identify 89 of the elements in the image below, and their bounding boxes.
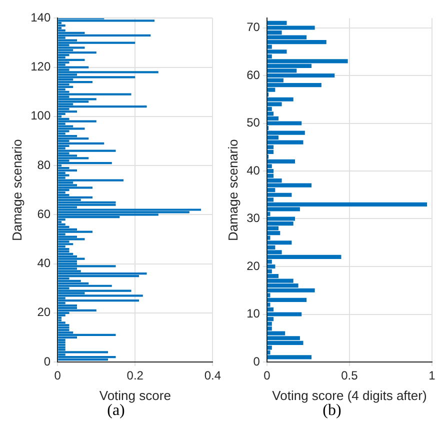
bar xyxy=(58,344,66,346)
bar xyxy=(58,334,116,336)
y-axis-title: Damage scenario xyxy=(225,139,240,242)
bar xyxy=(58,162,112,164)
bar xyxy=(58,71,158,74)
x-tick-label: 0 xyxy=(54,368,62,383)
text: (a) xyxy=(107,402,125,420)
bar xyxy=(58,58,85,62)
bar xyxy=(58,258,85,260)
bar xyxy=(58,284,112,287)
bar xyxy=(58,208,202,211)
bar xyxy=(58,120,96,122)
bar xyxy=(58,80,93,84)
bar xyxy=(58,106,147,108)
bar xyxy=(58,24,66,27)
bar xyxy=(58,265,116,268)
bar xyxy=(58,192,66,194)
bar xyxy=(58,243,74,246)
bar xyxy=(58,98,96,100)
bar xyxy=(58,300,140,302)
y-tick-label: 100 xyxy=(30,108,51,123)
bar xyxy=(58,252,74,256)
y-tick-label: 0 xyxy=(44,354,51,368)
y-tick-label: 140 xyxy=(30,10,51,25)
x-tick-label: 0 xyxy=(264,368,271,383)
bar xyxy=(58,76,136,78)
bar xyxy=(58,324,70,326)
bar xyxy=(58,351,108,354)
bar xyxy=(58,304,77,307)
bar xyxy=(58,346,66,348)
bar xyxy=(58,137,89,140)
bar xyxy=(58,326,70,329)
bar xyxy=(58,238,85,240)
y-tick-label: 80 xyxy=(37,158,51,172)
bar xyxy=(58,52,96,54)
bar xyxy=(58,250,70,253)
bar xyxy=(58,272,147,275)
y-tick-label: 30 xyxy=(246,211,260,226)
bar xyxy=(58,34,151,36)
bar xyxy=(58,322,66,324)
y-tick-label: 60 xyxy=(246,68,260,82)
bar xyxy=(58,294,143,297)
bar xyxy=(58,319,62,322)
bar xyxy=(58,230,93,233)
bar xyxy=(58,223,66,226)
y-axis-title: Damage scenario xyxy=(9,139,24,242)
bar xyxy=(58,356,116,358)
x-tick-label: 0.5 xyxy=(341,368,358,383)
bar xyxy=(58,179,124,182)
bar xyxy=(58,66,89,68)
bar xyxy=(58,290,132,292)
bar xyxy=(58,174,70,176)
y-tick-label: 0 xyxy=(253,354,260,368)
bar xyxy=(58,248,70,250)
bar xyxy=(58,150,116,152)
x-tick-label: 0.2 xyxy=(126,368,144,383)
bar xyxy=(58,316,62,319)
bar xyxy=(58,42,136,44)
bar xyxy=(58,110,77,113)
bar xyxy=(58,46,85,49)
bar xyxy=(58,314,66,316)
bar xyxy=(58,142,104,144)
bar xyxy=(58,157,89,160)
y-tick-label: 40 xyxy=(246,163,260,178)
bar xyxy=(58,309,96,312)
y-tick-label: 20 xyxy=(246,258,260,273)
x-axis-title: Voting score xyxy=(99,388,171,403)
bar xyxy=(58,93,132,96)
bar xyxy=(58,26,62,30)
bar xyxy=(58,341,66,344)
bar xyxy=(58,86,74,88)
bar xyxy=(58,20,155,22)
y-tick-label: 60 xyxy=(37,206,51,221)
bar xyxy=(58,186,93,189)
y-tick-label: 120 xyxy=(30,60,51,74)
text: (b) xyxy=(322,402,342,420)
y-tick-label: 10 xyxy=(246,306,260,321)
bar xyxy=(58,196,93,199)
x-tick-label: 1 xyxy=(428,368,436,383)
bar xyxy=(58,220,62,224)
x-tick-label: 0.4 xyxy=(204,368,222,383)
y-tick-label: 40 xyxy=(37,256,51,270)
x-axis-title: Voting score (4 digits after) xyxy=(272,388,427,403)
y-tick-label: 50 xyxy=(246,116,260,130)
bar xyxy=(58,128,85,130)
bar xyxy=(58,329,70,332)
y-tick-label: 20 xyxy=(37,305,51,320)
bar xyxy=(58,169,77,172)
y-tick-label: 70 xyxy=(246,20,260,34)
